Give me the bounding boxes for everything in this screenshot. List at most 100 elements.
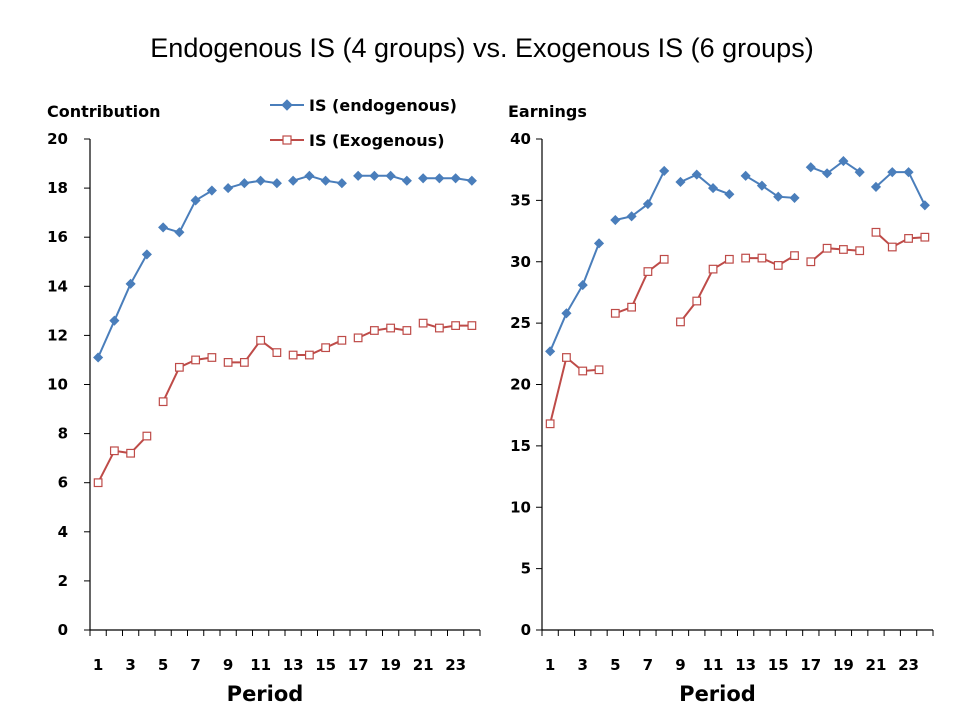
x-tick-label: 11	[703, 656, 724, 674]
x-axis-title: Period	[227, 682, 304, 706]
data-point-diamond	[141, 249, 152, 260]
data-point-diamond	[255, 175, 266, 186]
x-tick-label: 13	[735, 656, 756, 674]
x-tick-label: 15	[315, 656, 336, 674]
data-point-square	[256, 335, 266, 345]
data-point-diamond	[691, 169, 702, 180]
series-line-segment	[423, 177, 473, 182]
x-tick-label: 19	[833, 656, 854, 674]
y-tick-label: 12	[47, 326, 68, 344]
x-tick-label: 3	[578, 656, 588, 674]
series-endogenous	[93, 170, 477, 363]
data-point-diamond	[773, 191, 784, 202]
x-tick-label: 9	[675, 656, 685, 674]
series-exogenous	[545, 227, 930, 429]
data-point-square	[418, 318, 428, 328]
series-line-segment	[810, 247, 860, 263]
data-point-square	[578, 366, 588, 376]
y-tick-label: 10	[47, 376, 68, 394]
x-tick-label: 21	[413, 656, 434, 674]
data-point-square	[386, 323, 396, 333]
x-tick-label: 9	[223, 656, 233, 674]
series-line-segment	[810, 159, 861, 175]
data-point-square	[353, 333, 363, 343]
data-point-square	[369, 326, 379, 335]
y-tick-label: 8	[58, 425, 68, 443]
data-point-square	[109, 446, 119, 456]
series-line-segment	[97, 435, 148, 484]
legend-item-endogenous: IS (endogenous)	[270, 96, 457, 115]
data-point-diamond	[206, 185, 217, 196]
y-tick-label: 35	[510, 191, 531, 209]
x-tick-label: 21	[866, 656, 887, 674]
data-point-square	[223, 358, 233, 367]
data-point-square	[643, 267, 653, 276]
data-point-diamond	[545, 346, 556, 357]
data-point-square	[822, 243, 832, 253]
y-tick-label: 0	[58, 621, 68, 639]
y-axis-title: Earnings	[508, 102, 587, 121]
data-point-square	[659, 254, 669, 264]
data-point-square	[545, 419, 555, 429]
data-point-square	[904, 234, 913, 243]
data-point-square	[288, 350, 298, 360]
data-point-square	[467, 321, 477, 330]
data-point-diamond	[93, 352, 104, 363]
data-point-diamond	[561, 308, 572, 319]
data-point-square	[451, 321, 461, 330]
data-point-square	[708, 264, 718, 274]
data-point-square	[855, 246, 865, 256]
y-tick-label: 25	[510, 314, 531, 332]
series-line-segment	[745, 254, 796, 267]
series-line-segment	[745, 174, 795, 199]
data-point-diamond	[109, 315, 120, 326]
data-point-diamond	[626, 211, 637, 222]
data-point-square	[610, 308, 620, 318]
legend-label-endogenous: IS (endogenous)	[309, 96, 457, 115]
data-point-square	[158, 397, 168, 407]
series-line-segment	[228, 338, 278, 364]
x-tick-label: 17	[348, 656, 369, 674]
data-point-diamond	[789, 192, 800, 203]
y-axis-title: Contribution	[47, 102, 161, 121]
x-tick-label: 11	[250, 656, 271, 674]
data-point-square	[741, 253, 751, 263]
data-point-diamond	[320, 175, 331, 186]
y-tick-label: 6	[58, 474, 68, 492]
data-point-diamond	[336, 178, 347, 189]
data-point-diamond	[822, 168, 833, 179]
data-point-diamond	[369, 170, 380, 181]
data-point-square	[757, 253, 767, 263]
data-point-square	[93, 478, 103, 488]
data-point-diamond	[125, 278, 136, 289]
data-point-diamond	[903, 167, 914, 178]
x-tick-label: 23	[445, 656, 466, 674]
series-line-segment	[97, 253, 148, 358]
series-endogenous	[545, 156, 930, 357]
data-point-square	[790, 251, 799, 261]
data-point-square	[871, 227, 881, 237]
data-point-diamond	[870, 181, 882, 192]
data-point-diamond	[577, 280, 588, 291]
y-tick-label: 10	[510, 498, 531, 516]
legend: IS (endogenous) IS (Exogenous)	[270, 96, 457, 150]
series-line-segment	[227, 179, 278, 190]
y-tick-label: 15	[510, 437, 531, 455]
x-tick-label: 19	[380, 656, 401, 674]
series-line-segment	[549, 355, 600, 425]
y-tick-label: 4	[58, 523, 68, 541]
data-point-square	[402, 326, 412, 335]
legend-marker-diamond	[281, 99, 293, 111]
data-point-square	[174, 362, 184, 372]
legend-label-exogenous: IS (Exogenous)	[309, 131, 445, 150]
data-point-diamond	[401, 175, 412, 186]
data-point-diamond	[724, 189, 735, 200]
x-tick-label: 23	[898, 656, 919, 674]
data-point-diamond	[239, 178, 250, 189]
data-point-diamond	[288, 175, 299, 186]
data-point-diamond	[854, 167, 865, 178]
y-tick-label: 14	[47, 277, 68, 295]
data-point-square	[920, 232, 930, 242]
chart-title: Endogenous IS (4 groups) vs. Exogenous I…	[150, 33, 813, 63]
